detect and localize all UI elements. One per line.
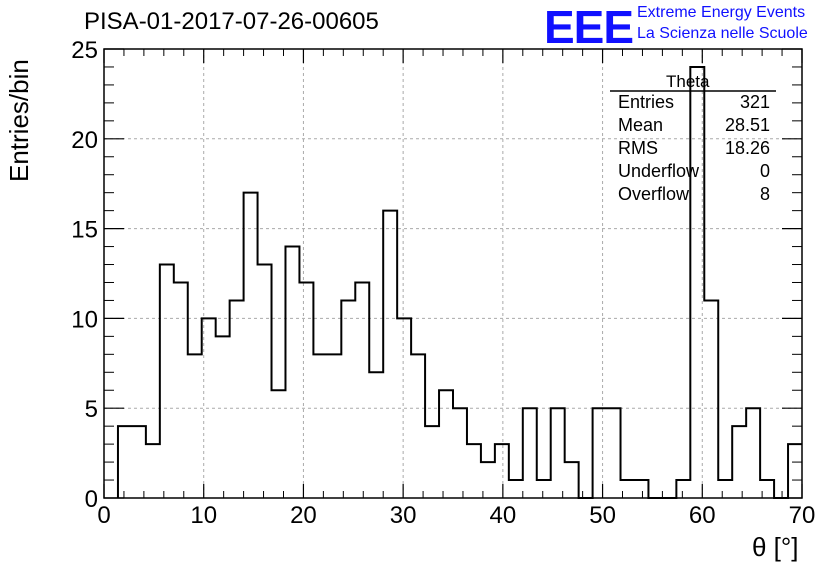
eee-logo: EEE bbox=[544, 1, 634, 53]
stats-label-overflow: Overflow bbox=[618, 184, 690, 204]
logo-line-2: La Scienza nelle Scuole bbox=[637, 25, 808, 42]
logo-line-1: Extreme Energy Events bbox=[637, 4, 806, 21]
y-tick-label: 10 bbox=[71, 306, 98, 333]
y-tick-label: 25 bbox=[71, 37, 98, 64]
y-tick-label: 5 bbox=[85, 396, 98, 423]
x-tick-label: 30 bbox=[390, 502, 417, 529]
x-tick-label: 40 bbox=[490, 502, 517, 529]
stats-value-overflow: 8 bbox=[759, 184, 770, 204]
x-tick-label: 0 bbox=[97, 502, 110, 529]
y-tick-label: 20 bbox=[71, 127, 98, 154]
x-tick-label: 60 bbox=[689, 502, 716, 529]
axis-ticks bbox=[103, 48, 803, 499]
y-tick-label: 15 bbox=[71, 217, 98, 244]
plot-frame bbox=[103, 48, 803, 499]
stats-label-entries: Entries bbox=[618, 92, 675, 112]
x-tick-label: 10 bbox=[190, 502, 217, 529]
stats-value-mean: 28.51 bbox=[724, 115, 770, 135]
x-tick-label: 70 bbox=[789, 502, 816, 529]
x-tick-label: 50 bbox=[589, 502, 616, 529]
stats-value-entries: 321 bbox=[739, 92, 770, 112]
stats-label-mean: Mean bbox=[618, 115, 664, 135]
y-tick-label: 0 bbox=[85, 486, 98, 513]
y-axis-label: Entries/bin bbox=[4, 59, 34, 182]
stats-value-rms: 18.26 bbox=[724, 138, 770, 158]
stats-label-underflow: Underflow bbox=[618, 161, 700, 181]
tick-labels: 0 10 20 30 40 50 60 70 0 5 10 15 20 25 bbox=[71, 37, 815, 529]
histogram-series bbox=[116, 65, 802, 499]
stats-value-underflow: 0 bbox=[759, 161, 770, 181]
x-axis-label: θ [°] bbox=[752, 532, 799, 562]
chart-title: PISA-01-2017-07-26-00605 bbox=[84, 8, 379, 35]
grid-lines bbox=[104, 49, 802, 498]
stats-box-title: Theta bbox=[666, 72, 710, 91]
x-tick-label: 20 bbox=[290, 502, 317, 529]
stats-label-rms: RMS bbox=[618, 138, 658, 158]
